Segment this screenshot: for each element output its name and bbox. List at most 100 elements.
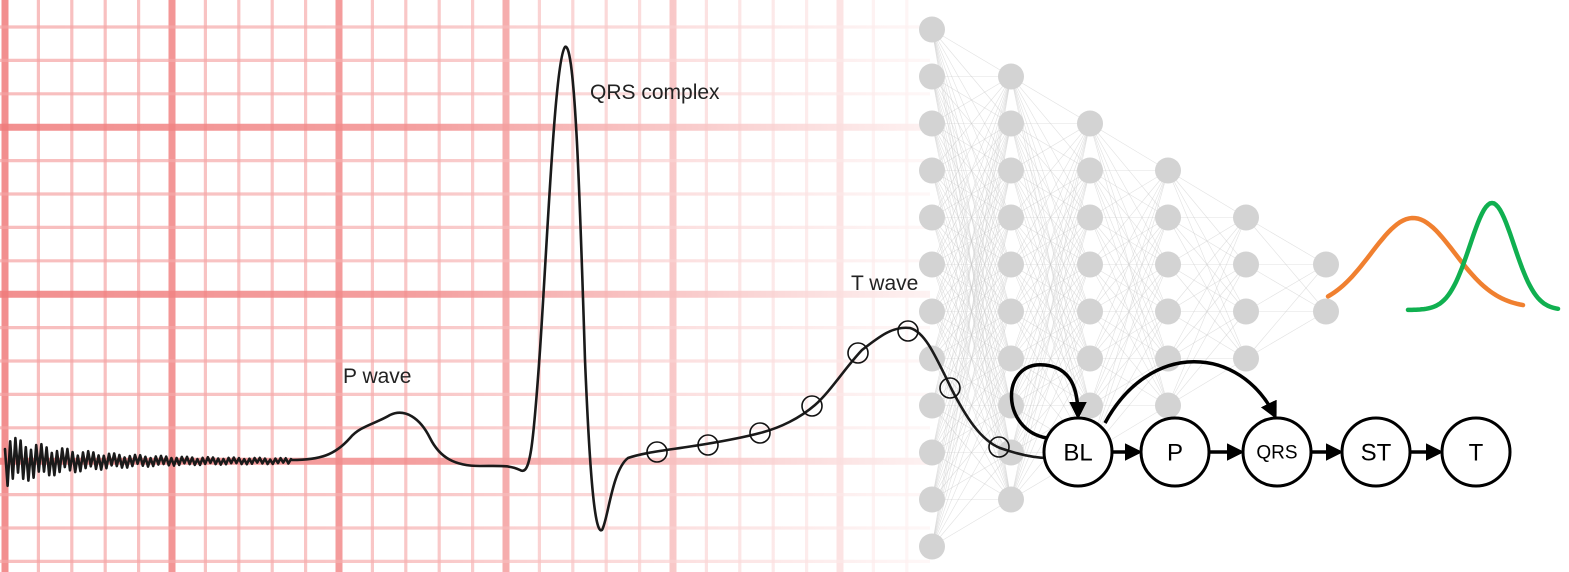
network-edge [931,264,1012,547]
network-node [919,157,945,184]
network-node [1155,392,1181,419]
network-edge [1010,76,1091,124]
network-node [1313,298,1339,325]
network-edge [931,76,1012,359]
network-node [1155,157,1181,184]
network-edge [1089,170,1169,312]
sample-points [646,320,1010,463]
network-node [1077,298,1103,325]
network-node [1313,251,1339,278]
network-edge [931,76,1012,124]
network-edge [931,76,1012,265]
network-edge [931,123,1012,547]
network-edge [1010,123,1091,359]
network-node [919,16,945,43]
hmm-state-chain: BL P QRS ST T [1009,360,1512,488]
network-edge [931,76,1012,453]
network-edge [931,499,1012,547]
network-node [1233,345,1259,372]
state-node-t [1440,416,1512,488]
network-node [919,486,945,513]
network-edge [1167,358,1247,406]
network-node [998,298,1024,325]
ecg-trace-group [3,45,1050,532]
network-edge [931,170,1012,547]
distribution-curve-orange [1325,215,1526,308]
network-edge [1089,170,1169,406]
network-node [998,486,1024,513]
network-edge [1089,264,1169,453]
network-edge [1167,170,1247,218]
network-edge [1010,358,1091,500]
network-node [998,204,1024,231]
network-edge [931,405,1012,547]
network-node [919,204,945,231]
skip-transition-arrow [1103,360,1277,424]
network-edge [1089,217,1169,453]
network-node [919,533,945,560]
network-edge [931,311,1012,547]
network-edge [931,76,1012,312]
network-edge [931,217,1012,547]
network-edge [931,452,1012,547]
t-wave-label: T wave [851,272,918,295]
network-node [998,345,1024,372]
network-edge [1089,170,1169,218]
network-node [998,157,1024,184]
network-edge [1167,217,1247,359]
p-wave-label: P wave [343,365,412,388]
self-loop-arrow [1009,363,1087,440]
network-node [919,110,945,137]
network-node [1077,204,1103,231]
network-node [1233,298,1259,325]
neural-network-nodes [919,16,1339,560]
state-node-bl [1042,416,1114,488]
network-edge [1010,170,1091,500]
network-edge [1010,123,1091,312]
network-node [998,251,1024,278]
network-edge [1167,217,1247,312]
network-node [919,63,945,90]
qrs-complex-label: QRS complex [590,81,720,104]
network-node [998,63,1024,90]
network-edge [1167,264,1247,406]
network-node [1077,392,1103,419]
network-edge [1089,170,1169,265]
state-label-qrs: QRS [1256,443,1297,464]
sample-point-marker [847,342,869,364]
network-node [1233,251,1259,278]
network-node [919,251,945,278]
network-node [998,110,1024,137]
distribution-curve-green [1405,200,1561,313]
network-edge [1010,123,1091,453]
network-node [919,392,945,419]
network-node [1233,204,1259,231]
network-edge [931,76,1012,500]
network-node [919,439,945,466]
network-edge [1167,217,1247,265]
network-node [1155,298,1181,325]
network-edge [1167,217,1247,406]
ecg-trace [3,45,1050,532]
state-node-p [1139,416,1211,488]
network-edge [931,358,1012,547]
network-node [1077,157,1103,184]
network-edge [931,76,1012,406]
network-node [1155,204,1181,231]
network-edge [931,76,1012,218]
sample-point-marker [697,434,719,456]
network-edge [1010,123,1091,265]
emission-distributions [1325,200,1561,313]
grid-fade-overlay [0,0,940,572]
network-edge [1089,123,1169,171]
state-label-t: T [1469,440,1484,467]
network-node [1077,251,1103,278]
state-label-p: P [1167,440,1183,467]
state-label-st: ST [1361,440,1392,467]
network-edge [1010,123,1091,171]
network-edge [1010,123,1091,406]
sample-point-marker [801,395,823,417]
network-edge [1010,311,1091,500]
network-edge [1089,170,1169,359]
